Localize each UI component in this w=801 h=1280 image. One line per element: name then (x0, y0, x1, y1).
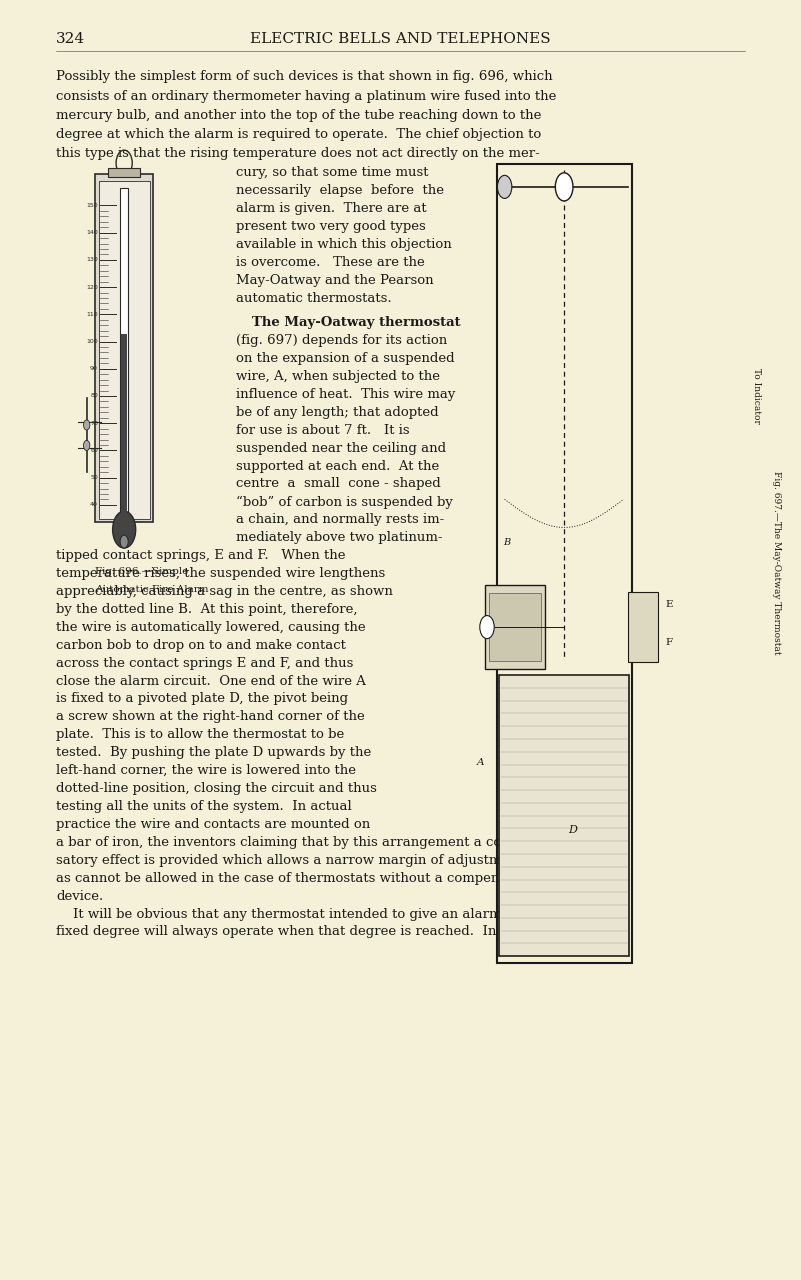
Text: degree at which the alarm is required to operate.  The chief objection to: degree at which the alarm is required to… (56, 128, 541, 141)
Bar (497, 164, 632, 963)
Bar (121, 334, 127, 516)
Text: E: E (666, 599, 673, 608)
Text: be of any length; that adopted: be of any length; that adopted (236, 406, 439, 419)
Text: 50: 50 (91, 475, 98, 480)
Text: A: A (477, 758, 485, 768)
Text: close the alarm circuit.  One end of the wire A: close the alarm circuit. One end of the … (56, 675, 366, 687)
Text: present two very good types: present two very good types (236, 220, 426, 233)
Bar (95, 174, 153, 522)
Text: satory effect is provided which allows a narrow margin of adjustment such: satory effect is provided which allows a… (56, 854, 558, 867)
Text: B: B (503, 538, 510, 547)
Circle shape (555, 173, 573, 201)
Text: carbon bob to drop on to and make contact: carbon bob to drop on to and make contac… (56, 639, 346, 652)
Text: Possibly the simplest form of such devices is that shown in fig. 696, which: Possibly the simplest form of such devic… (56, 70, 553, 83)
Bar (628, 591, 658, 662)
Text: 120: 120 (87, 284, 98, 289)
Text: The May-Oatway thermostat: The May-Oatway thermostat (252, 316, 461, 329)
Text: dotted-line position, closing the circuit and thus: dotted-line position, closing the circui… (56, 782, 377, 795)
Text: consists of an ordinary thermometer having a platinum wire fused into the: consists of an ordinary thermometer havi… (56, 90, 557, 102)
Bar (489, 593, 541, 660)
Text: a chain, and normally rests im-: a chain, and normally rests im- (236, 513, 445, 526)
Text: practice the wire and contacts are mounted on: practice the wire and contacts are mount… (56, 818, 370, 831)
Text: 140: 140 (87, 230, 98, 236)
Text: centre  a  small  cone - shaped: centre a small cone - shaped (236, 477, 441, 490)
Circle shape (83, 440, 90, 451)
Text: May-Oatway and the Pearson: May-Oatway and the Pearson (236, 274, 434, 287)
Text: fixed degree will always operate when that degree is reached.  In a room,: fixed degree will always operate when th… (56, 925, 552, 938)
Text: “bob” of carbon is suspended by: “bob” of carbon is suspended by (236, 495, 453, 508)
Text: D: D (568, 824, 577, 835)
Text: 70: 70 (90, 421, 98, 426)
Circle shape (480, 616, 494, 639)
Text: 90: 90 (90, 366, 98, 371)
Text: necessarily  elapse  before  the: necessarily elapse before the (236, 184, 445, 197)
Text: is overcome.   These are the: is overcome. These are the (236, 256, 425, 269)
Text: as cannot be allowed in the case of thermostats without a compensation: as cannot be allowed in the case of ther… (56, 872, 540, 884)
Text: Fig. 696.—Simple: Fig. 696.—Simple (95, 567, 189, 576)
Text: 40: 40 (90, 502, 98, 507)
Bar (120, 188, 128, 516)
Text: automatic thermostats.: automatic thermostats. (236, 292, 392, 305)
Circle shape (497, 175, 512, 198)
Text: tested.  By pushing the plate D upwards by the: tested. By pushing the plate D upwards b… (56, 746, 372, 759)
Circle shape (120, 535, 128, 548)
Text: a bar of iron, the inventors claiming that by this arrangement a compen-: a bar of iron, the inventors claiming th… (56, 836, 543, 849)
Text: wire, A, when subjected to the: wire, A, when subjected to the (236, 370, 441, 383)
Text: alarm is given.  There are at: alarm is given. There are at (236, 202, 427, 215)
Text: Fig. 697.—The May-Oatway Thermostat: Fig. 697.—The May-Oatway Thermostat (772, 471, 782, 655)
Text: temperature rises, the suspended wire lengthens: temperature rises, the suspended wire le… (56, 567, 385, 580)
Text: mediately above two platinum-: mediately above two platinum- (236, 531, 443, 544)
Text: for use is about 7 ft.   It is: for use is about 7 ft. It is (236, 424, 410, 436)
Text: tipped contact springs, E and F.   When the: tipped contact springs, E and F. When th… (56, 549, 345, 562)
Text: device.: device. (56, 890, 103, 902)
Text: across the contact springs E and F, and thus: across the contact springs E and F, and … (56, 657, 353, 669)
Bar (108, 168, 140, 177)
Text: the wire is automatically lowered, causing the: the wire is automatically lowered, causi… (56, 621, 366, 634)
Text: mercury bulb, and another into the top of the tube reaching down to the: mercury bulb, and another into the top o… (56, 109, 541, 122)
Text: on the expansion of a suspended: on the expansion of a suspended (236, 352, 455, 365)
Text: 324: 324 (56, 32, 85, 46)
Text: 100: 100 (87, 339, 98, 344)
Text: 60: 60 (91, 448, 98, 453)
Text: by the dotted line B.  At this point, therefore,: by the dotted line B. At this point, the… (56, 603, 357, 616)
Text: To Indicator: To Indicator (752, 367, 762, 424)
Bar (499, 675, 630, 956)
Text: F: F (666, 637, 672, 646)
Text: 80: 80 (91, 393, 98, 398)
Text: a screw shown at the right-hand corner of the: a screw shown at the right-hand corner o… (56, 710, 364, 723)
Bar (99, 180, 150, 518)
Text: (fig. 697) depends for its action: (fig. 697) depends for its action (236, 334, 448, 347)
Text: available in which this objection: available in which this objection (236, 238, 452, 251)
Text: 150: 150 (87, 204, 98, 207)
Text: left-hand corner, the wire is lowered into the: left-hand corner, the wire is lowered in… (56, 764, 356, 777)
Circle shape (83, 420, 90, 430)
Text: suspended near the ceiling and: suspended near the ceiling and (236, 442, 446, 454)
Text: appreciably, causing a sag in the centre, as shown: appreciably, causing a sag in the centre… (56, 585, 393, 598)
Text: plate.  This is to allow the thermostat to be: plate. This is to allow the thermostat t… (56, 728, 344, 741)
Text: is fixed to a pivoted plate D, the pivot being: is fixed to a pivoted plate D, the pivot… (56, 692, 348, 705)
Circle shape (113, 511, 135, 548)
Text: It will be obvious that any thermostat intended to give an alarm at a: It will be obvious that any thermostat i… (56, 908, 531, 920)
Text: supported at each end.  At the: supported at each end. At the (236, 460, 440, 472)
Text: influence of heat.  This wire may: influence of heat. This wire may (236, 388, 456, 401)
Bar (485, 585, 545, 668)
Text: Automatic Fire Alarm: Automatic Fire Alarm (95, 585, 209, 594)
Text: testing all the units of the system.  In actual: testing all the units of the system. In … (56, 800, 352, 813)
Text: cury, so that some time must: cury, so that some time must (236, 166, 429, 179)
Text: 130: 130 (87, 257, 98, 262)
Text: ELECTRIC BELLS AND TELEPHONES: ELECTRIC BELLS AND TELEPHONES (250, 32, 551, 46)
Text: this type is that the rising temperature does not act directly on the mer-: this type is that the rising temperature… (56, 147, 540, 160)
Text: 110: 110 (87, 312, 98, 316)
